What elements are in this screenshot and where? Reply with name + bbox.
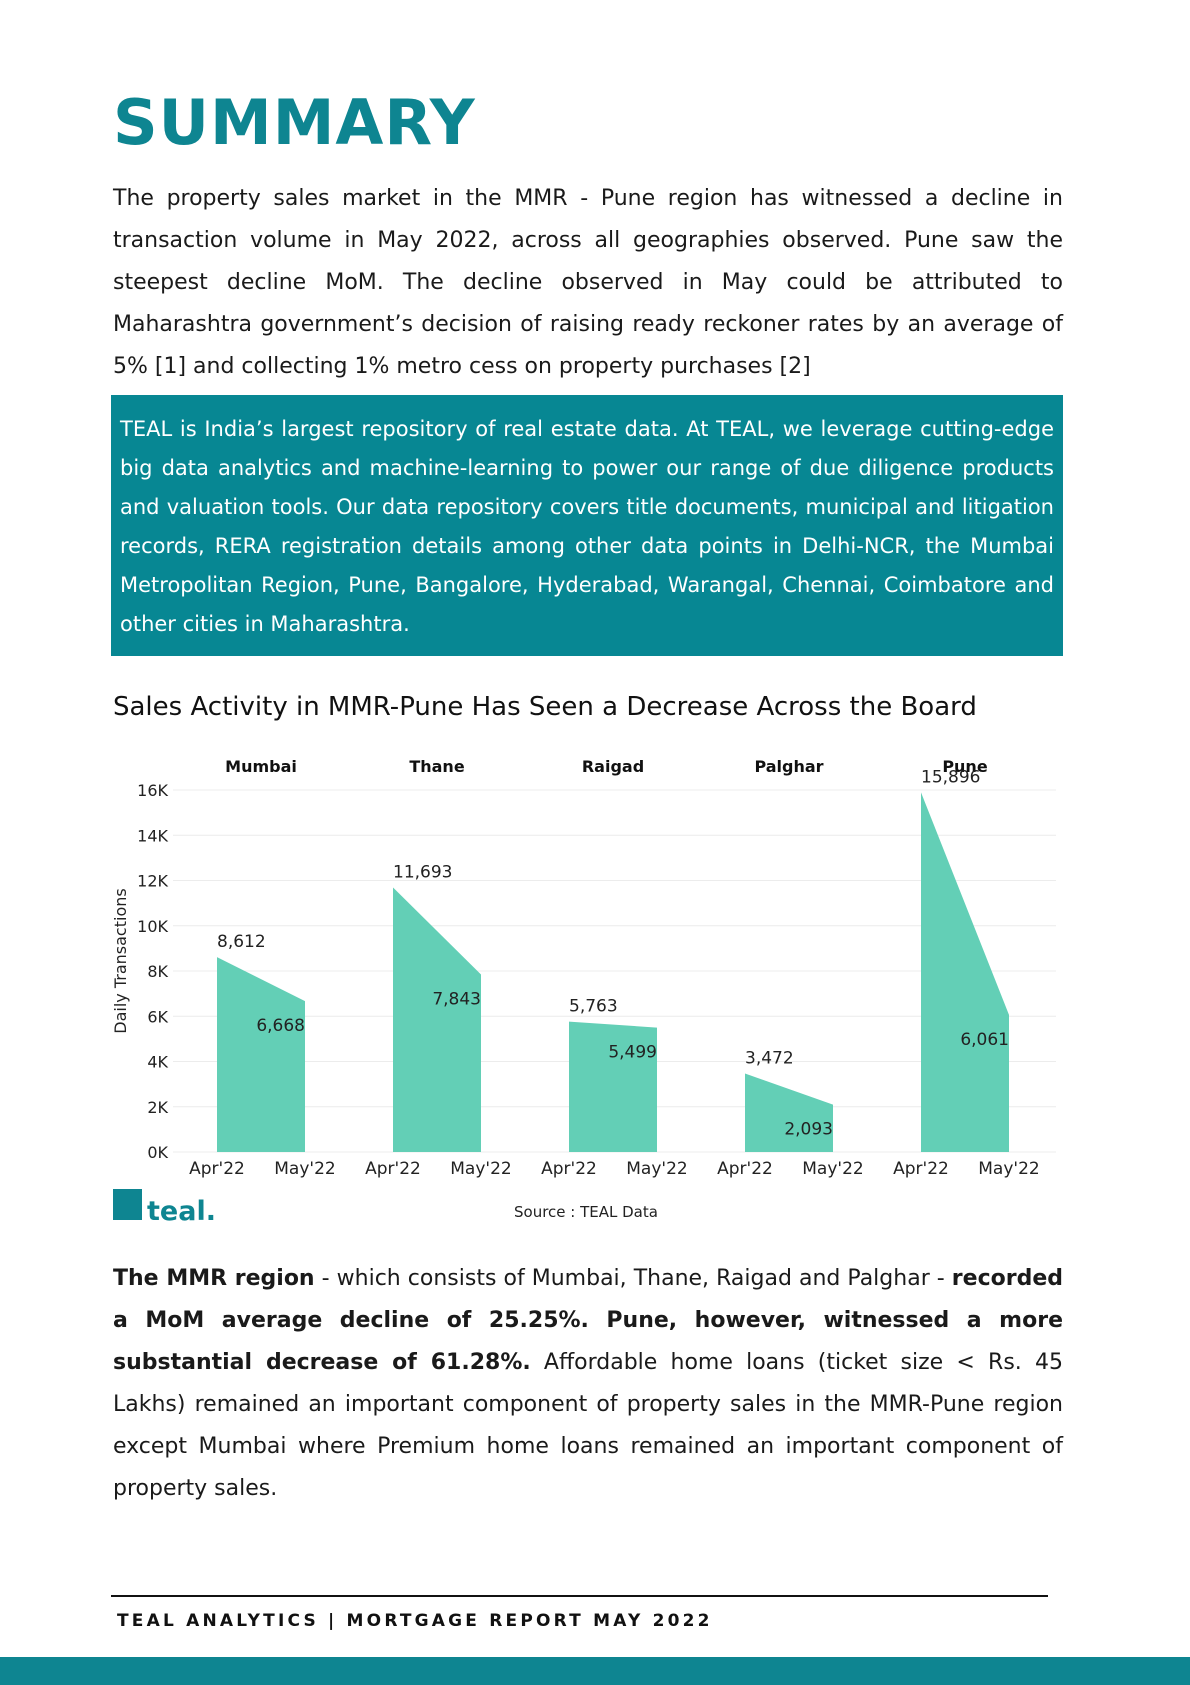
y-tick-label: 4K xyxy=(147,1053,168,1072)
teal-about-callout: TEAL is India’s largest repository of re… xyxy=(111,395,1063,656)
panel-header: Palghar xyxy=(754,757,823,776)
x-tick-label: May'22 xyxy=(450,1159,511,1179)
y-axis-title: Daily Transactions xyxy=(111,888,130,1033)
logo-square xyxy=(113,1189,142,1220)
data-label-may: 7,843 xyxy=(432,990,481,1010)
data-label-apr: 5,763 xyxy=(569,997,618,1017)
panel-header: Mumbai xyxy=(225,757,297,776)
area-mark-raigad xyxy=(569,1021,657,1152)
data-label-may: 6,061 xyxy=(960,1030,1009,1050)
data-label-apr: 3,472 xyxy=(745,1048,794,1068)
y-tick-label: 8K xyxy=(147,962,168,981)
x-tick-label: May'22 xyxy=(626,1159,687,1179)
footer-report-title: TEAL ANALYTICS | MORTGAGE REPORT MAY 202… xyxy=(117,1611,713,1631)
data-label-apr: 11,693 xyxy=(393,862,452,882)
summary-findings-paragraph: The MMR region - which consists of Mumba… xyxy=(113,1258,1063,1510)
panel-header: Pune xyxy=(942,757,988,776)
logo-wordmark: teal. xyxy=(147,1196,216,1223)
panel-header: Thane xyxy=(409,757,464,776)
area-mark-mumbai xyxy=(217,957,305,1152)
y-tick-label: 6K xyxy=(147,1007,168,1026)
y-tick-label: 0K xyxy=(147,1143,168,1162)
y-tick-label: 10K xyxy=(137,917,168,936)
loan-findings: Affordable home loans (ticket size < Rs.… xyxy=(113,1350,1063,1501)
teal-logo: teal. xyxy=(113,1189,216,1223)
data-label-apr: 8,612 xyxy=(217,932,266,952)
x-tick-label: May'22 xyxy=(274,1159,335,1179)
data-label-may: 5,499 xyxy=(608,1043,657,1063)
x-tick-label: May'22 xyxy=(802,1159,863,1179)
footer-color-bar xyxy=(0,1657,1190,1685)
page-title: SUMMARY xyxy=(113,86,476,159)
footer-divider xyxy=(111,1595,1048,1597)
area-mark-palghar xyxy=(745,1073,833,1152)
x-tick-label: Apr'22 xyxy=(893,1159,949,1179)
chart-source: Source : TEAL Data xyxy=(514,1203,658,1221)
y-tick-label: 14K xyxy=(137,826,168,845)
area-mark-thane xyxy=(393,887,481,1152)
data-label-may: 2,093 xyxy=(784,1120,833,1140)
x-tick-label: Apr'22 xyxy=(365,1159,421,1179)
data-label-apr: 15,896 xyxy=(921,767,980,787)
mmr-region-description: - which consists of Mumbai, Thane, Raiga… xyxy=(314,1266,952,1291)
mmr-region-label: The MMR region xyxy=(113,1266,315,1291)
area-mark-pune xyxy=(921,792,1009,1152)
sales-area-chart: 0K 2K 4K 6K 8K 10K 12K 14K 16K Daily Transactions… xyxy=(111,757,1056,1179)
x-tick-label: Apr'22 xyxy=(541,1159,597,1179)
x-tick-label: Apr'22 xyxy=(717,1159,773,1179)
intro-paragraph: The property sales market in the MMR - P… xyxy=(113,186,1063,379)
y-tick-label: 16K xyxy=(137,781,168,800)
panel-header: Raigad xyxy=(582,757,644,776)
chart-title: Sales Activity in MMR-Pune Has Seen a De… xyxy=(113,692,977,722)
data-label-may: 6,668 xyxy=(256,1016,305,1036)
x-tick-label: Apr'22 xyxy=(189,1159,245,1179)
decline-finding: recorded a MoM average decline of 25.25%… xyxy=(113,1266,1063,1375)
y-tick-label: 2K xyxy=(147,1098,168,1117)
y-tick-label: 12K xyxy=(137,872,168,891)
x-tick-label: May'22 xyxy=(978,1159,1039,1179)
callout-text: TEAL is India’s largest repository of re… xyxy=(120,417,1054,636)
